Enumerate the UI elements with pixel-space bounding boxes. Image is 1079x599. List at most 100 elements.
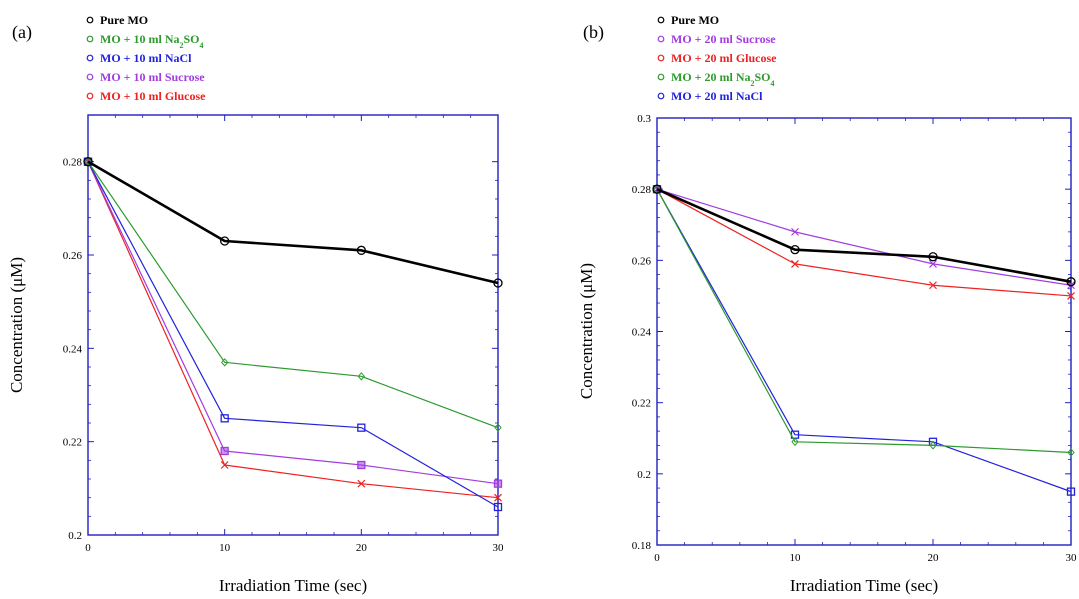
y-axis: 0.18 0.2 0.22 0.24 0.26 0.28 0.3 [632, 113, 1071, 552]
x-tick-label: 20 [356, 542, 368, 554]
x-tick-label: 10 [219, 542, 231, 554]
legend-marker [657, 73, 665, 81]
series-1 [83, 157, 503, 288]
series-4 [83, 157, 503, 488]
series-line [87, 161, 499, 499]
legend-label: MO + 10 ml Glucose [100, 89, 206, 103]
data-point [493, 479, 503, 488]
y-tick-label: 0.28 [63, 157, 83, 169]
legend-item: MO + 20 ml Na2SO4 [657, 70, 775, 88]
series-line [656, 188, 1072, 286]
data-point [1067, 448, 1075, 457]
legend-item: Pure MO [657, 13, 719, 27]
y-tick-label: 0.18 [632, 540, 652, 552]
series-3 [653, 185, 1075, 300]
x-axis-title: Irradiation Time (sec) [790, 576, 938, 595]
legend-marker [657, 54, 665, 62]
legend-label: Pure MO [671, 13, 719, 27]
series-line [656, 188, 1072, 493]
legend-item: MO + 20 ml NaCl [657, 89, 763, 103]
data-point [1066, 487, 1076, 496]
y-tick-label: 0.26 [632, 255, 652, 267]
data-point [791, 437, 799, 447]
x-tick-label: 20 [928, 552, 940, 564]
plot-frame [656, 117, 1072, 546]
data-point [791, 227, 799, 236]
y-tick-label: 0.3 [637, 113, 651, 125]
legend-marker [86, 35, 94, 43]
series-5 [84, 157, 502, 502]
legend-marker [657, 16, 665, 24]
legend-label: MO + 10 ml Na2SO4 [100, 32, 204, 50]
x-axis: 0 10 20 30 [654, 118, 1077, 564]
legend-label: MO + 20 ml Glucose [671, 51, 777, 65]
chart-panel-a: (a) 0 10 20 30 0.2 0.22 0.24 0.26 0.28 Irradiation… [7, 13, 504, 595]
data-point [1066, 277, 1076, 287]
y-tick-label: 0.22 [63, 437, 82, 449]
series-line [87, 161, 499, 485]
legend-item: Pure MO [86, 13, 148, 27]
series-2 [84, 157, 502, 432]
data-point [221, 358, 229, 367]
data-point [494, 493, 502, 502]
legend-item: MO + 10 ml Sucrose [86, 70, 205, 84]
x-tick-label: 0 [654, 552, 660, 564]
data-point [790, 245, 800, 255]
legend-item: MO + 20 ml Glucose [657, 51, 777, 65]
y-axis: 0.2 0.22 0.24 0.26 0.28 [63, 157, 498, 542]
legend-label: MO + 10 ml NaCl [100, 51, 192, 65]
y-axis-title: Concentration (μM) [7, 257, 26, 393]
y-tick-label: 0.24 [63, 343, 83, 355]
legend-label: MO + 20 ml NaCl [671, 89, 763, 103]
legend-marker [86, 54, 94, 62]
legend: Pure MO MO + 20 ml Sucrose MO + 20 ml Gluc… [657, 13, 777, 103]
legend-marker [657, 92, 665, 100]
chart-panel-b: (b) 0 10 20 30 0.18 0.2 0.22 0.24 0.26 0.28 0.3 Irra… [577, 13, 1077, 595]
data-point [220, 461, 229, 469]
data-point [652, 184, 662, 194]
series-line [87, 160, 499, 285]
data-point [494, 423, 502, 432]
y-tick-label: 0.2 [637, 469, 651, 481]
series-line [656, 187, 1072, 283]
data-point [356, 245, 366, 255]
data-point [493, 502, 503, 512]
legend-label: MO + 20 ml Sucrose [671, 32, 776, 46]
data-point [929, 441, 937, 450]
legend-item: MO + 20 ml Sucrose [657, 32, 776, 46]
data-point [929, 281, 937, 290]
series-line [87, 161, 499, 508]
data-point [357, 372, 365, 381]
data-point [791, 259, 799, 268]
series-1 [652, 184, 1076, 287]
data-point [357, 423, 366, 432]
data-point [1067, 291, 1075, 300]
plot-frame [87, 114, 499, 536]
x-tick-label: 30 [493, 542, 505, 554]
panel-label: (a) [12, 22, 32, 43]
data-point [220, 236, 230, 246]
data-point [493, 278, 503, 288]
series-4 [653, 184, 1075, 457]
series-2 [653, 185, 1075, 290]
legend-label: MO + 20 ml Na2SO4 [671, 70, 775, 88]
series-line [656, 188, 1072, 297]
legend-marker [86, 92, 94, 100]
legend-item: MO + 10 ml Na2SO4 [86, 32, 204, 50]
data-point [929, 259, 937, 268]
series-5 [652, 185, 1076, 496]
data-point [928, 252, 938, 262]
y-tick-label: 0.24 [632, 327, 652, 339]
data-point [220, 446, 229, 456]
x-axis: 0 10 20 30 [85, 115, 504, 554]
legend-marker [86, 73, 94, 81]
y-tick-label: 0.22 [632, 398, 651, 410]
x-tick-label: 10 [790, 552, 802, 564]
legend-label: MO + 10 ml Sucrose [100, 70, 205, 84]
x-tick-label: 30 [1066, 552, 1078, 564]
data-point [357, 479, 366, 488]
y-tick-label: 0.28 [632, 184, 652, 196]
series-line [87, 161, 499, 429]
